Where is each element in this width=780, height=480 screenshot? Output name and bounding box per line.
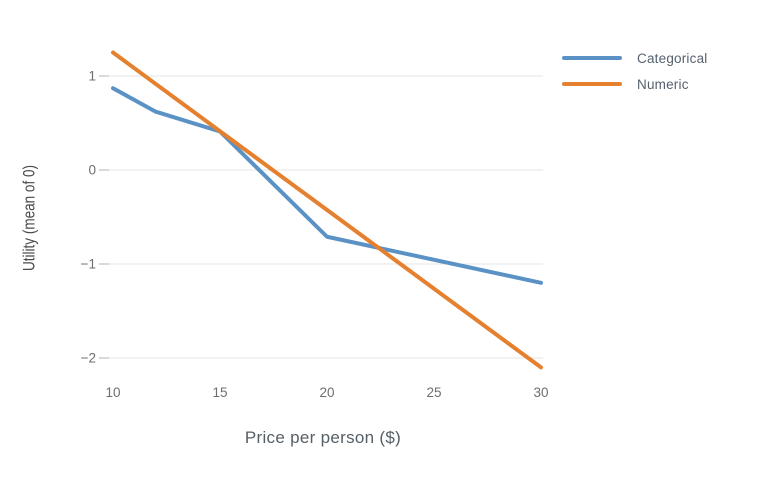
y-axis-title: Utility (mean of 0) [20, 164, 39, 272]
legend-item-numeric: Numeric [562, 71, 708, 97]
legend: Categorical Numeric [562, 45, 708, 97]
y-tick-label-1: 1 [88, 69, 96, 84]
series-line-numeric [111, 50, 543, 370]
legend-label-numeric: Numeric [637, 76, 689, 92]
x-tick-label-15: 15 [212, 385, 227, 400]
x-tick-label-20: 20 [319, 385, 334, 400]
x-tick-label-30: 30 [533, 385, 548, 400]
x-axis-title: Price per person ($) [244, 428, 402, 447]
y-tick-label--1: −1 [81, 257, 96, 272]
legend-label-categorical: Categorical [637, 50, 708, 66]
series-line-categorical [111, 86, 543, 285]
legend-item-categorical: Categorical [562, 45, 708, 71]
categorical-line-swatch [562, 56, 622, 60]
y-tick-label--2: −2 [81, 351, 96, 366]
y-tick-label-0: 0 [88, 163, 96, 178]
x-tick-label-25: 25 [426, 385, 441, 400]
x-tick-label-10: 10 [105, 385, 120, 400]
numeric-line-swatch [562, 82, 622, 86]
